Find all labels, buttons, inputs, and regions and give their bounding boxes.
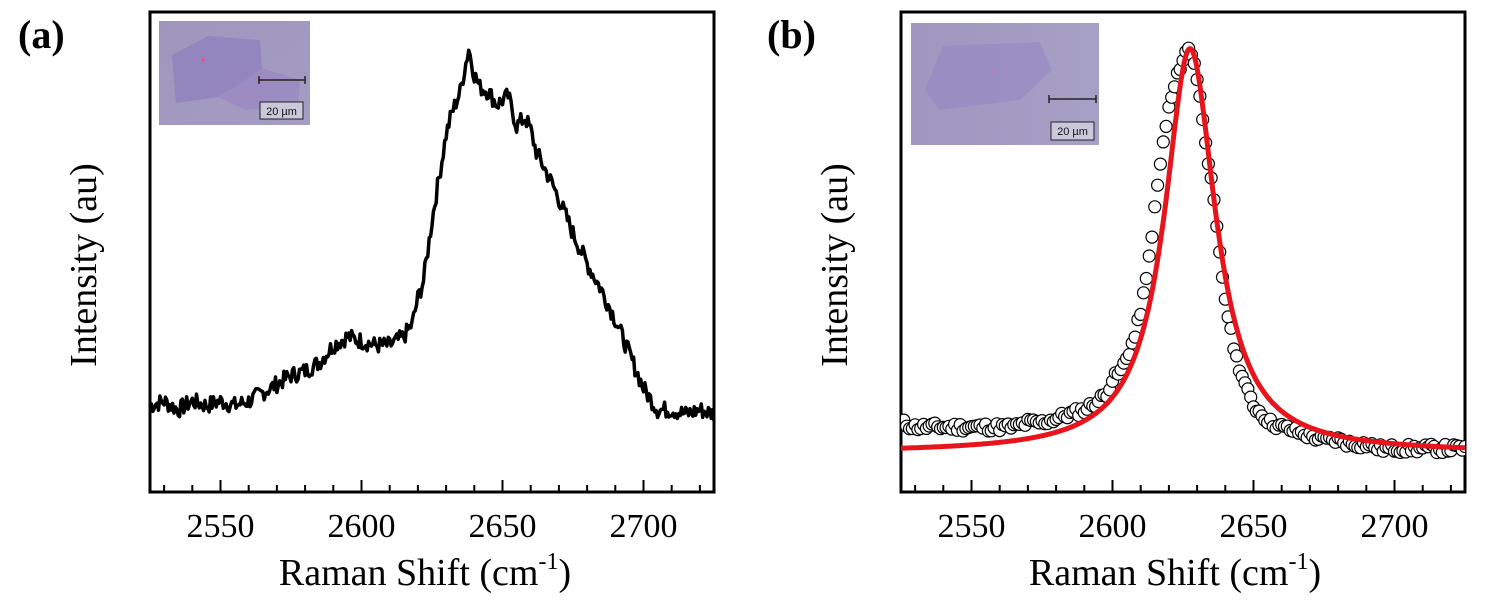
- x-tick-label: 2550: [187, 508, 255, 545]
- data-point: [1142, 249, 1156, 263]
- x-tick-label: 2600: [1079, 508, 1147, 545]
- x-tick-label: 2550: [938, 508, 1006, 545]
- data-point: [1145, 230, 1159, 244]
- panel-a: (a) 20 µm 2550 2600 2650 2700 Raman Shift (…: [18, 10, 716, 594]
- data-point: [1229, 349, 1244, 363]
- data-points-b: [901, 41, 1465, 460]
- scale-bar-b: 20 µm: [1048, 95, 1097, 141]
- x-axis-a: 2550 2600 2650 2700: [163, 480, 701, 545]
- data-point: [1159, 119, 1173, 134]
- panel-b: (b) 20 µm 2550 2600 2650 2700 Raman Shift (…: [767, 10, 1467, 594]
- scale-bar-a: 20 µm: [258, 76, 306, 120]
- data-point: [1148, 200, 1162, 214]
- data-point: [1156, 135, 1170, 149]
- x-tick-label: 2700: [610, 508, 678, 545]
- spectrum-line-a: [150, 48, 714, 422]
- x-tick-label: 2650: [1220, 508, 1288, 545]
- inset-micrograph-a: 20 µm: [159, 21, 310, 125]
- x-tick-label: 2700: [1361, 508, 1429, 545]
- x-tick-label: 2650: [469, 508, 537, 545]
- x-axis-b: 2550 2600 2650 2700: [914, 480, 1452, 545]
- panel-label-a: (a): [18, 12, 65, 57]
- inset-micrograph-b: 20 µm: [911, 23, 1099, 145]
- panel-label-b: (b): [767, 12, 816, 57]
- data-point: [1153, 157, 1168, 171]
- lorentzian-fit-line-b: [901, 46, 1465, 451]
- scale-bar-label-b: 20 µm: [1057, 126, 1088, 138]
- scale-bar-label-a: 20 µm: [266, 106, 297, 118]
- data-point: [1139, 271, 1153, 286]
- x-tick-label: 2600: [328, 508, 396, 545]
- y-axis-title-a: Intensity (au): [63, 163, 105, 367]
- y-axis-title-b: Intensity (au): [814, 163, 856, 367]
- x-axis-title-a: Raman Shift (cm-1): [279, 549, 571, 594]
- x-axis-title-b: Raman Shift (cm-1): [1029, 549, 1321, 594]
- data-point: [1136, 286, 1151, 300]
- data-point: [1150, 178, 1165, 192]
- laser-spot-b: [990, 70, 994, 74]
- laser-spot-a: [201, 58, 205, 62]
